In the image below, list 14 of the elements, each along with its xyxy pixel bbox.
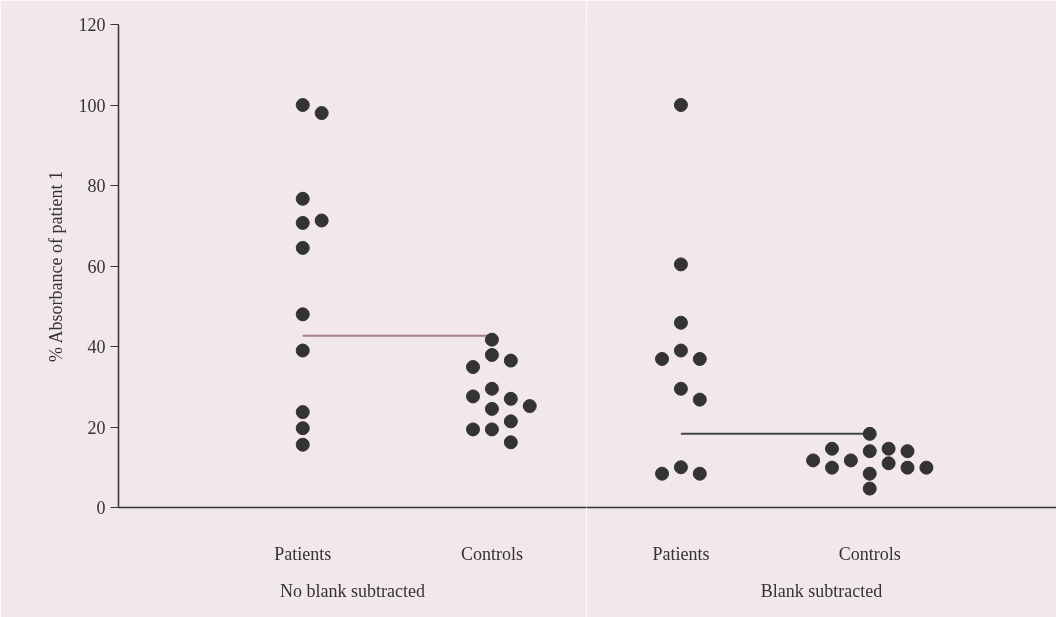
x-tick-label: Patients	[274, 543, 332, 564]
y-tick-label: 0	[96, 498, 106, 518]
y-tick-label: 60	[87, 256, 106, 277]
y-tick-label: 80	[87, 176, 106, 196]
y-tick-label: 100	[78, 95, 106, 116]
x-axis-title: Blank subtracted	[760, 580, 883, 601]
x-tick-label: Patients	[652, 543, 710, 564]
x-axis-title: No blank subtracted	[280, 580, 425, 601]
y-axis-title: % Absorbance of patient 1	[45, 171, 66, 362]
y-tick-label: 40	[87, 337, 106, 357]
y-tick-label: 120	[78, 15, 106, 35]
x-tick-label: Controls	[838, 543, 901, 564]
x-tick-label: Controls	[460, 543, 523, 564]
y-tick-label: 20	[87, 417, 106, 438]
